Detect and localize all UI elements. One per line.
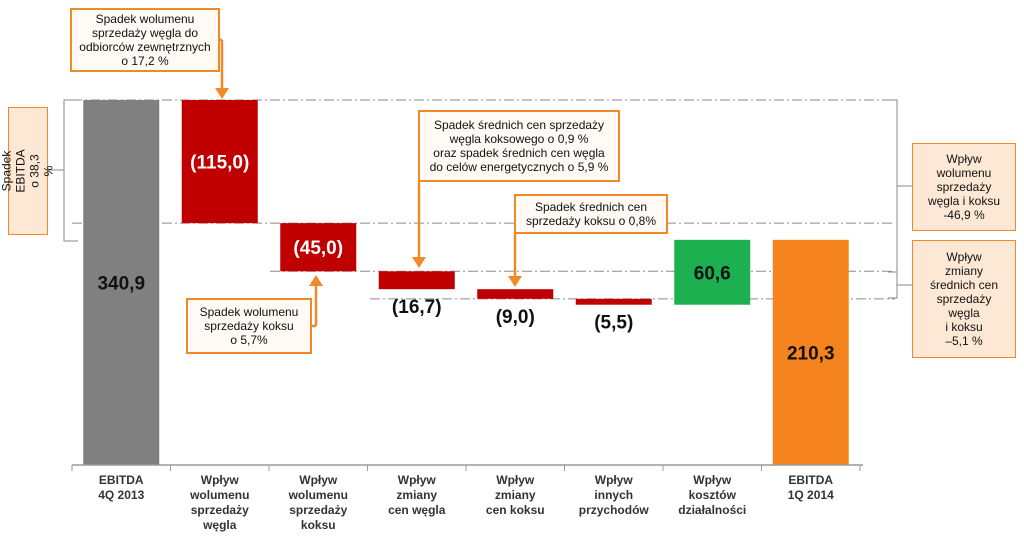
bracket-volume-impact	[888, 99, 898, 273]
category-label-4: Wpływ zmiany cen koksu	[486, 473, 545, 517]
callout-coke-price: Spadek średnich cen sprzedaży koksu o 0,…	[514, 194, 668, 234]
callout-coal-price-text: Spadek średnich cen sprzedaży węgla koks…	[429, 118, 609, 174]
callout-coal-volume-text: Spadek wolumenu sprzedaży węgla do odbio…	[79, 12, 211, 68]
bar-6	[674, 239, 751, 305]
value-label-7: 210,3	[787, 343, 835, 364]
side-note-price-impact: Wpływ zmiany średnich cen sprzedaży węgl…	[912, 240, 1016, 358]
callout-coke-volume-text: Spadek wolumenu sprzedaży koksu o 5,7%	[199, 305, 299, 347]
value-label-6: 60,6	[694, 263, 731, 284]
value-label-3: (16,7)	[392, 297, 442, 318]
side-note-ebitda-drop: Spadek EBITDA o 38,3 %	[0, 107, 56, 235]
callout-coal-price: Spadek średnich cen sprzedaży węgla koks…	[418, 110, 620, 182]
value-label-0: 340,9	[97, 274, 145, 295]
category-label-0: EBITDA 4Q 2013	[98, 473, 144, 502]
side-note-volume-impact-text: Wpływ wolumenu sprzedaży węgla i koksu -…	[927, 152, 1001, 222]
side-note-volume-impact: Wpływ wolumenu sprzedaży węgla i koksu -…	[912, 143, 1016, 231]
bar-0	[83, 100, 160, 465]
side-note-price-impact-text: Wpływ zmiany średnich cen sprzedaży węgl…	[929, 250, 999, 348]
category-label-7: EBITDA 1Q 2014	[788, 473, 834, 502]
bar-5	[575, 298, 652, 305]
bar-2	[280, 223, 357, 272]
value-label-4: (9,0)	[496, 307, 535, 328]
arrow-coal-price-head	[412, 257, 426, 268]
category-label-1: Wpływ wolumenu sprzedaży węgla	[189, 473, 249, 532]
value-label-5: (5,5)	[594, 313, 633, 334]
bar-3	[378, 271, 455, 290]
side-note-ebitda-drop-text: Spadek EBITDA o 38,3 %	[0, 149, 57, 193]
arrow-coke-volume-head	[309, 275, 323, 286]
category-label-3: Wpływ zmiany cen węgla	[388, 473, 446, 517]
value-label-2: (45,0)	[293, 238, 343, 259]
arrow-coal-volume-head	[215, 88, 229, 99]
category-label-2: Wpływ wolumenu sprzedaży koksu	[288, 473, 348, 532]
category-label-6: Wpływ kosztów działalności	[678, 473, 746, 517]
callout-coal-volume: Spadek wolumenu sprzedaży węgla do odbio…	[70, 8, 220, 72]
category-label-5: Wpływ innych przychodów	[579, 473, 650, 517]
bar-1	[181, 100, 258, 224]
bracket-price-impact	[888, 271, 898, 299]
bracket-ebitda-drop	[63, 99, 78, 242]
value-label-1: (115,0)	[190, 153, 249, 174]
bar-7	[772, 239, 849, 465]
bar-4	[477, 289, 554, 299]
callout-coke-price-text: Spadek średnich cen sprzedaży koksu o 0,…	[525, 200, 657, 228]
arrow-coke-price-head	[508, 276, 522, 287]
callout-coke-volume: Spadek wolumenu sprzedaży koksu o 5,7%	[186, 298, 312, 354]
